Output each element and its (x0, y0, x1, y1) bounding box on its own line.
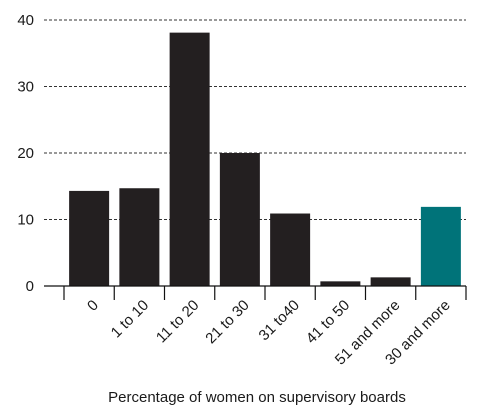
y-tick-label: 10 (17, 212, 34, 229)
bar (270, 213, 311, 286)
y-tick-label: 40 (17, 12, 34, 29)
x-tick-label: 1 to 10 (108, 297, 152, 341)
y-tick-label: 30 (17, 79, 34, 96)
bar (69, 190, 110, 286)
bar (420, 206, 461, 286)
x-tick-label: 0 (84, 297, 102, 315)
y-axis-tick-labels: 0 10 20 30 40 (17, 12, 34, 295)
bars (69, 32, 461, 287)
x-axis-title: Percentage of women on supervisory board… (108, 389, 406, 406)
x-tick-label: 31 to40 (256, 297, 303, 344)
bar (169, 32, 210, 287)
bar (119, 188, 160, 286)
x-tick-label: 41 to 50 (303, 297, 353, 347)
bar (320, 281, 361, 286)
y-tick-label: 0 (26, 278, 34, 295)
bar (370, 277, 411, 286)
x-tick-label: 11 to 20 (153, 297, 203, 347)
x-tick-label: 21 to 30 (202, 297, 252, 347)
y-tick-label: 20 (17, 145, 34, 162)
bar (219, 153, 260, 286)
